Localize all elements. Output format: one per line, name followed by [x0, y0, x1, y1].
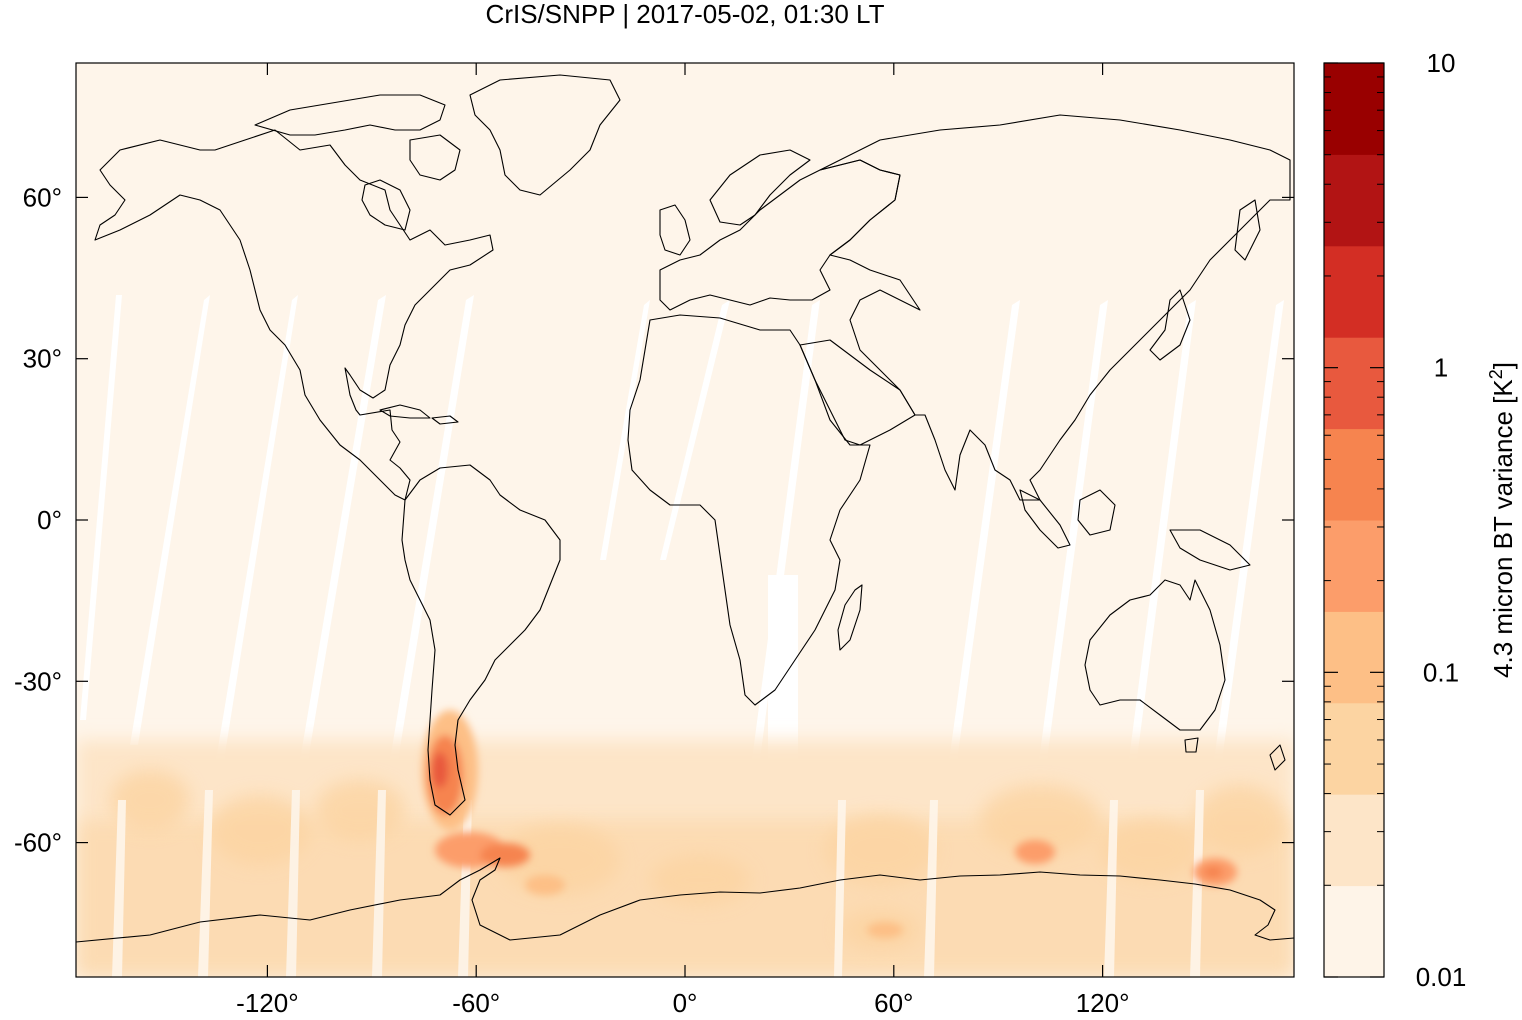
coastline-greenland	[469, 74, 621, 196]
orbit-seam	[198, 790, 213, 977]
hotspot-peninsula	[480, 843, 530, 867]
variance-hotspots	[422, 710, 1237, 938]
variance-patch	[315, 780, 405, 840]
chart-title: CrIS/SNPP | 2017-05-02, 01:30 LT	[486, 0, 885, 29]
y-axis: 60° 30° 0° -30° -60°	[14, 182, 1294, 858]
variance-patch	[650, 855, 750, 905]
coastline-tasmania	[1184, 737, 1199, 753]
orbit-seam	[834, 800, 846, 977]
coastline-hispaniola	[431, 415, 459, 425]
coastline-south-america	[401, 464, 561, 816]
orbit-gap	[1125, 300, 1196, 790]
colorbar-label-end: ]	[1488, 362, 1518, 369]
orbit-seam	[112, 800, 126, 977]
coastline-arabia	[799, 339, 916, 446]
colorbar-tick-label: 0.1	[1423, 657, 1459, 687]
southern-ocean-variance	[76, 740, 1294, 977]
colorbar-tick-label: 1	[1434, 353, 1448, 383]
coastline-kamchatka	[1234, 199, 1261, 261]
variance-patch	[825, 815, 935, 885]
coastline-britain	[659, 204, 691, 256]
y-tick-label: 60°	[23, 182, 62, 212]
hotspot-ross-sea-core	[1203, 866, 1223, 878]
colorbar-segment	[1324, 428, 1384, 521]
y-tick-label: 30°	[23, 344, 62, 374]
x-tick-label: -120°	[236, 988, 298, 1018]
hotspot-weddell	[525, 875, 565, 895]
colorbar-frame	[1323, 62, 1385, 978]
orbit-seam	[286, 790, 300, 977]
hotspot-indian-ocean	[867, 922, 903, 938]
coastline-japan	[1149, 289, 1191, 361]
coastline-hudson-bay	[361, 179, 411, 231]
orbit-gap	[216, 295, 298, 760]
coastline-arctic-islands	[254, 94, 446, 136]
colorbar-segment	[1324, 154, 1384, 247]
variance-patch	[500, 825, 620, 895]
colorbar: 10 1 0.1 0.01	[1323, 48, 1467, 992]
orbit-seam	[372, 790, 386, 977]
colorbar-segment	[1324, 337, 1384, 430]
colorbar-tick-label: 10	[1427, 48, 1456, 78]
colorbar-segment	[1324, 885, 1384, 978]
coastline-australia	[1084, 579, 1226, 731]
coastline-cuba	[379, 404, 431, 419]
x-tick-label: 0°	[673, 988, 698, 1018]
orbit-gap	[748, 300, 820, 790]
orbit-seams	[112, 790, 1204, 977]
coastline-new-zealand	[1269, 744, 1286, 771]
y-tick-label: -60°	[14, 828, 62, 858]
x-tick-label: 120°	[1076, 988, 1130, 1018]
variance-patch	[110, 770, 190, 830]
colorbar-label: 4.3 micron BT variance [K2]	[1486, 362, 1518, 678]
colorbar-segment	[1324, 63, 1384, 155]
orbit-gap	[1210, 300, 1284, 790]
x-tick-label: -60°	[452, 988, 500, 1018]
orbit-gap	[80, 295, 122, 720]
hotspot-patagonia-core	[432, 752, 448, 788]
colorbar-segment	[1324, 245, 1384, 338]
y-tick-label: 0°	[37, 505, 62, 535]
orbit-gaps	[80, 295, 1284, 790]
orbit-gap	[390, 295, 474, 760]
colorbar-segment	[1324, 702, 1384, 795]
orbit-gap	[130, 295, 210, 745]
plot-area	[76, 63, 1294, 977]
orbit-gap	[300, 295, 386, 760]
orbit-gap	[660, 300, 730, 560]
variance-patch	[210, 795, 310, 865]
coastline-north-america	[94, 129, 494, 501]
coastline-sumatra	[1019, 489, 1071, 549]
colorbar-label-superscript: 2	[1486, 369, 1506, 379]
variance-patch	[980, 785, 1100, 855]
coastline-antarctica	[76, 857, 1294, 943]
colorbar-segment	[1324, 794, 1384, 887]
orbit-seam	[924, 800, 938, 977]
variance-patch	[1195, 785, 1285, 855]
coastline-baffin	[409, 134, 461, 181]
orbit-seam	[1104, 800, 1118, 977]
x-axis: -120° -60° 0° 60° 120°	[236, 63, 1129, 1018]
coastline-borneo	[1077, 489, 1116, 536]
orbit-gap	[600, 300, 650, 560]
coastline-new-guinea	[1169, 529, 1251, 571]
orbit-gap	[1035, 300, 1108, 790]
colorbar-label-main: 4.3 micron BT variance [K	[1488, 379, 1518, 678]
colorbar-segment	[1324, 611, 1384, 704]
coastlines	[76, 74, 1294, 943]
colorbar-tick-label: 0.01	[1416, 962, 1467, 992]
variance-patch	[1100, 820, 1200, 880]
coastline-asia	[819, 114, 1291, 501]
coastline-scandinavia	[709, 149, 811, 226]
orbit-gap	[945, 300, 1020, 790]
coastline-madagascar	[837, 584, 863, 651]
y-tick-label: -30°	[14, 666, 62, 696]
orbit-seam	[1190, 790, 1204, 977]
hotspot-east-antarctic	[1015, 840, 1055, 864]
x-tick-label: 60°	[874, 988, 913, 1018]
colorbar-segment	[1324, 520, 1384, 612]
